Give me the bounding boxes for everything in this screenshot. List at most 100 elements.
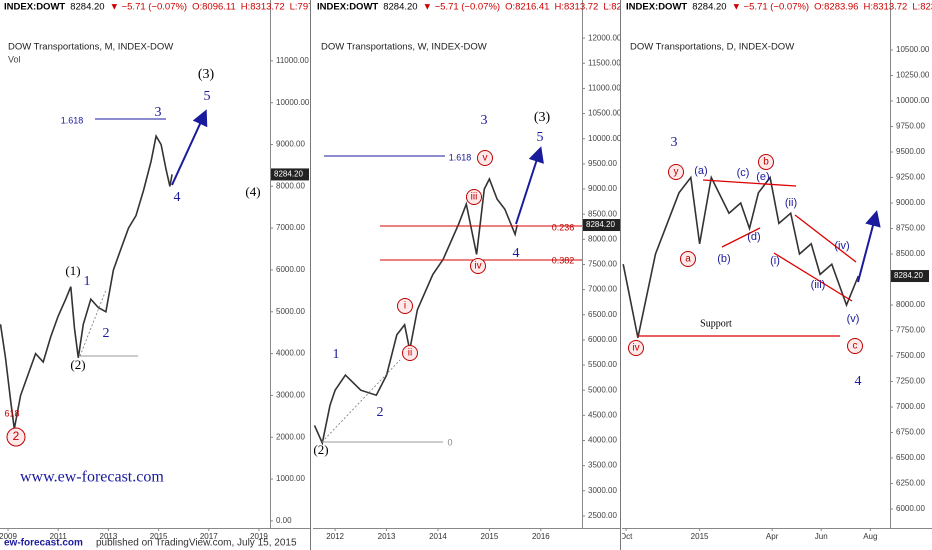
y-tick-label: 2000.00 xyxy=(276,432,305,441)
y-tick-label: 9000.00 xyxy=(588,184,617,193)
y-tick-label: 6500.00 xyxy=(588,310,617,319)
wave-label: 0.382 xyxy=(552,255,575,265)
drawing-line xyxy=(773,252,853,302)
annotation-circle xyxy=(470,258,486,274)
annotation-circle xyxy=(668,164,684,180)
wave-label: (v) xyxy=(847,313,860,325)
y-tick-label: 7500.00 xyxy=(896,351,925,360)
wave-label: 3 xyxy=(671,135,678,150)
y-tick-label: 2500.00 xyxy=(588,511,617,520)
quote-high: H:8313.72 xyxy=(554,2,598,13)
drawing-line xyxy=(721,227,761,248)
y-tick-label: 6250.00 xyxy=(896,479,925,488)
y-tick-label: 4000.00 xyxy=(588,436,617,445)
y-tick-label: 3000.00 xyxy=(588,486,617,495)
quote-last: 8284.20 xyxy=(692,2,726,13)
x-tick-label: Oct xyxy=(620,532,633,541)
watermark: www.ew-forecast.com xyxy=(20,469,164,486)
quote-symbol: INDEX:DOWT xyxy=(4,2,65,13)
y-tick-label: 8750.00 xyxy=(896,224,925,233)
wave-label: (3) xyxy=(534,110,551,125)
wave-label: Support xyxy=(700,318,732,329)
annotation-circle xyxy=(758,154,774,170)
y-tick-label: 7000.00 xyxy=(588,285,617,294)
x-tick-label: 2015 xyxy=(481,532,499,541)
panel-title: DOW Transportations, W, INDEX-DOW xyxy=(321,42,487,53)
wave-label: (2) xyxy=(70,357,85,372)
y-tick-label: 8000.00 xyxy=(276,181,305,190)
panel-title: DOW Transportations, D, INDEX-DOW xyxy=(630,42,794,53)
x-tick-label: 2011 xyxy=(50,532,68,541)
wave-label: 5 xyxy=(204,89,211,104)
quote-change: ▼ −5.71 (−0.07%) xyxy=(423,2,501,13)
wave-label: 1 xyxy=(84,274,91,289)
wave-label: ii xyxy=(408,348,412,359)
y-tick-label: 6750.00 xyxy=(896,428,925,437)
x-tick-label: Aug xyxy=(863,532,877,541)
y-tick-label: 8500.00 xyxy=(896,249,925,258)
quote-last: 8284.20 xyxy=(383,2,417,13)
y-tick-label: 10500.00 xyxy=(896,45,930,54)
wave-label: iv xyxy=(632,343,639,354)
y-tick-label: 8000.00 xyxy=(896,300,925,309)
wave-label: 5 xyxy=(537,130,544,145)
x-tick-label: 2015 xyxy=(150,532,168,541)
last-price-label: 8284.20 xyxy=(894,271,923,280)
wave-label: (4) xyxy=(245,184,260,199)
wave-label: iv xyxy=(474,261,481,272)
wave-label: (1) xyxy=(65,263,80,278)
quote-open: O:8283.96 xyxy=(814,2,858,13)
quote-symbol: INDEX:DOWT xyxy=(317,2,378,13)
y-tick-label: 9000.00 xyxy=(276,140,305,149)
quote-change: ▼ −5.71 (−0.07%) xyxy=(732,2,810,13)
quote-high: H:8313.72 xyxy=(241,2,285,13)
y-tick-label: 6000.00 xyxy=(276,265,305,274)
wave-label: (i) xyxy=(770,255,780,267)
y-tick-label: 10000.00 xyxy=(276,98,310,107)
wave-label: (2) xyxy=(313,442,328,457)
wave-label: 2 xyxy=(13,429,20,443)
wave-label: (d) xyxy=(747,231,760,243)
wave-label: 1 xyxy=(333,347,340,362)
wave-label: (iv) xyxy=(834,240,849,252)
last-price-label: 8284.20 xyxy=(274,170,303,179)
quote-change: ▼ −5.71 (−0.07%) xyxy=(110,2,188,13)
last-price-label: 8284.20 xyxy=(586,220,615,229)
y-tick-label: 9000.00 xyxy=(896,198,925,207)
wave-label: (3) xyxy=(198,67,215,82)
wave-label: 4 xyxy=(855,374,862,389)
y-tick-label: 11000.00 xyxy=(588,84,621,93)
y-tick-label: 3000.00 xyxy=(276,391,305,400)
quote-open: O:8216.41 xyxy=(505,2,549,13)
quote-last: 8284.20 xyxy=(70,2,104,13)
wave-label: 4 xyxy=(174,190,181,205)
annotation-circle xyxy=(680,251,696,267)
wave-label: 3 xyxy=(481,113,488,128)
y-tick-label: 8000.00 xyxy=(588,234,617,243)
y-tick-label: 6500.00 xyxy=(896,453,925,462)
panel-subtitle: Vol xyxy=(8,54,21,64)
x-tick-label: Jun xyxy=(815,532,828,541)
annotation-circle xyxy=(477,150,493,166)
y-tick-label: 9500.00 xyxy=(588,159,617,168)
quote-low: L:8238.89 xyxy=(912,2,932,13)
y-tick-label: 10000.00 xyxy=(896,96,930,105)
y-tick-label: 9500.00 xyxy=(896,147,925,156)
quote-high: H:8313.72 xyxy=(863,2,907,13)
annotation-circle xyxy=(397,298,413,314)
wave-label: 2 xyxy=(103,326,110,341)
y-tick-label: 10250.00 xyxy=(896,71,930,80)
wave-label: 0.236 xyxy=(552,222,575,232)
y-tick-label: 11000.00 xyxy=(276,56,309,65)
y-tick-label: 5000.00 xyxy=(588,385,617,394)
wave-label: 1.618 xyxy=(61,115,84,125)
wave-label: (iii) xyxy=(811,279,826,291)
wave-label: b xyxy=(763,157,769,168)
panel: INDEX:DOWT 8284.20 ▼ −5.71 (−0.07%) O:8096.… xyxy=(0,0,310,541)
quote-low: L:8216.41 xyxy=(603,2,645,13)
x-tick-label: 2014 xyxy=(429,532,447,541)
x-tick-label: 2012 xyxy=(326,532,344,541)
y-tick-label: 0.00 xyxy=(276,516,292,525)
projection-arrow xyxy=(515,146,544,225)
